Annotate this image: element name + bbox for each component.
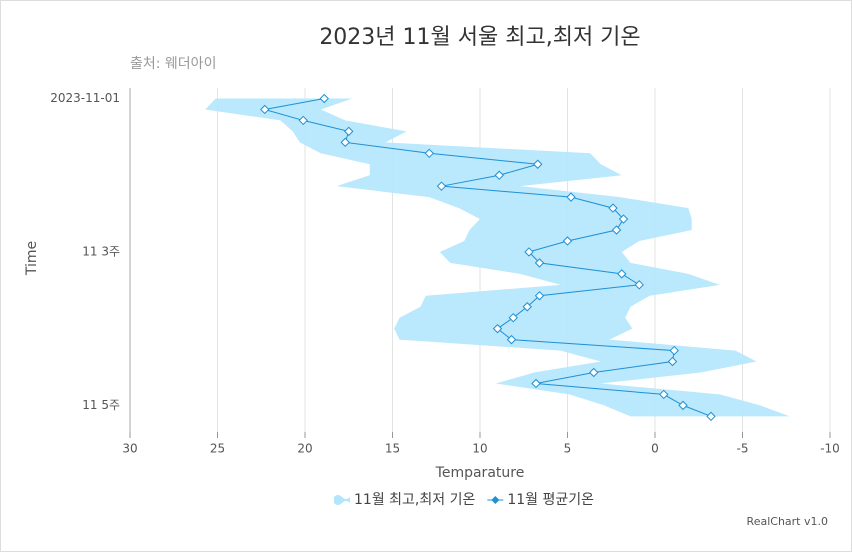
marker (531, 378, 541, 389)
marker (424, 148, 434, 159)
marker (667, 356, 678, 367)
marker (319, 93, 329, 104)
marker (608, 203, 618, 213)
marker (344, 126, 354, 137)
x-tick-label: 11 5주 (82, 398, 120, 412)
marker (506, 334, 517, 345)
y-tick-label: 0 (651, 442, 659, 456)
y-tick-label: 20 (297, 442, 312, 456)
range-area (205, 98, 790, 417)
marker (534, 291, 545, 301)
marker (669, 345, 679, 356)
marker (589, 367, 599, 378)
marker (533, 159, 543, 169)
y-tick-label: -10 (820, 442, 840, 456)
y-tick-label: -5 (737, 442, 749, 456)
legend-swatch (334, 495, 350, 505)
marker (634, 280, 644, 290)
marker (706, 411, 716, 422)
marker (534, 258, 545, 268)
marker (611, 225, 622, 235)
marker (562, 236, 573, 246)
marker (678, 400, 688, 411)
y-axis-title: Temparature (435, 465, 525, 481)
chart-title: 2023년 11월 서울 최고,최저 기온 (319, 25, 640, 50)
marker (617, 269, 627, 279)
marker (508, 312, 518, 323)
y-tick-label: 5 (564, 442, 572, 456)
legend-label: 11월 평균기온 (507, 492, 594, 508)
marker (494, 170, 504, 180)
credit: RealChart v1.0 (747, 515, 828, 528)
marker (659, 389, 669, 400)
y-tick-label: 10 (472, 442, 487, 456)
marker (436, 181, 447, 191)
legend-label: 11월 최고,최저 기온 (354, 492, 475, 508)
marker (524, 247, 534, 257)
marker (618, 214, 629, 224)
legend-swatch (491, 496, 500, 504)
x-tick-label: 11 3주 (82, 244, 120, 258)
x-tick-label: 2023-11-01 (50, 91, 120, 105)
y-tick-label: 15 (385, 442, 400, 456)
marker (492, 323, 503, 334)
line (264, 98, 712, 417)
marker (260, 104, 270, 115)
marker (298, 115, 308, 126)
chart-subtitle: 출처: 웨더아이 (130, 56, 216, 72)
marker (340, 137, 350, 148)
marker (566, 192, 576, 202)
y-tick-label: 25 (210, 442, 225, 456)
marker (522, 302, 532, 312)
y-tick-label: 30 (122, 442, 137, 456)
x-axis-title: Time (24, 241, 40, 276)
